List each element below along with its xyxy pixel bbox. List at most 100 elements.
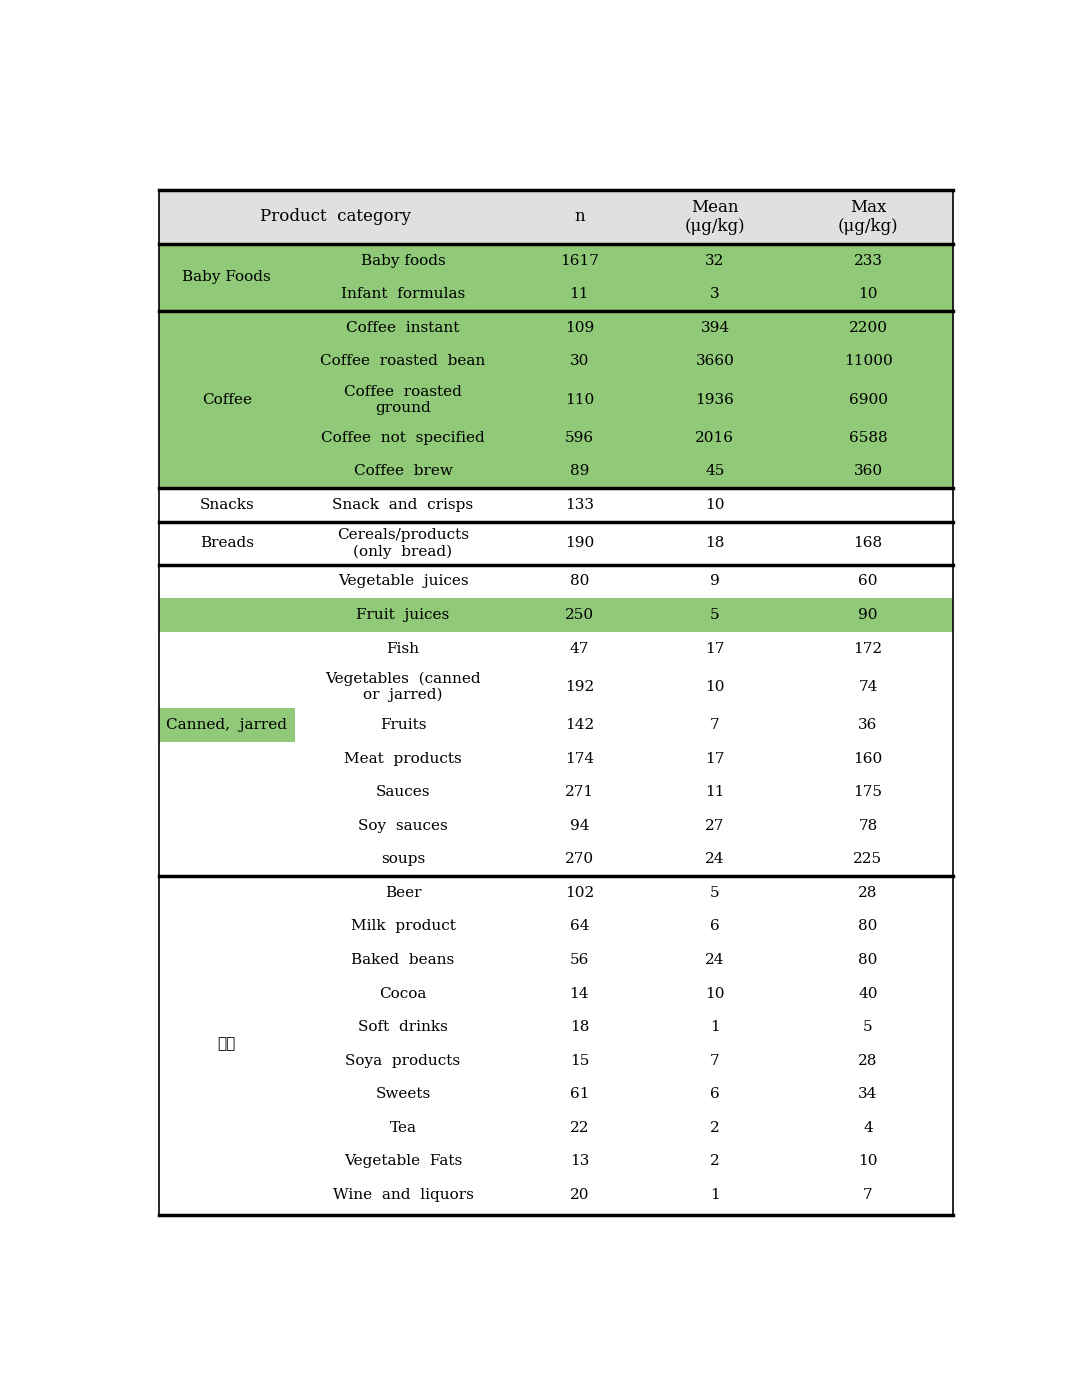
Text: Beer: Beer [385, 886, 421, 900]
Text: Infant  formulas: Infant formulas [341, 288, 465, 302]
Text: 110: 110 [564, 392, 593, 406]
Text: Soya  products: Soya products [345, 1054, 460, 1068]
Text: Breads: Breads [200, 537, 254, 551]
Bar [294, 1010, 954, 1045]
Text: 6588: 6588 [848, 431, 888, 445]
Text: 36: 36 [858, 718, 878, 732]
Bar [294, 1145, 954, 1178]
Text: 360: 360 [854, 465, 882, 479]
Bar [294, 1045, 954, 1078]
Bar [158, 1145, 294, 1178]
Text: 5: 5 [864, 1020, 872, 1034]
Bar [294, 775, 954, 810]
Text: Baby Foods: Baby Foods [182, 270, 271, 285]
Text: 160: 160 [854, 751, 882, 765]
Text: 27: 27 [705, 819, 725, 833]
Bar [158, 1078, 294, 1111]
Text: 22: 22 [570, 1121, 589, 1135]
Text: 142: 142 [564, 718, 593, 732]
Text: 18: 18 [705, 537, 725, 551]
Text: Meat  products: Meat products [344, 751, 462, 765]
Text: Vegetables  (canned
or  jarred): Vegetables (canned or jarred) [326, 672, 481, 702]
Bar [158, 741, 294, 775]
Bar [158, 976, 294, 1010]
Text: 6: 6 [710, 919, 719, 933]
Text: n: n [574, 209, 585, 225]
Bar [158, 421, 954, 455]
Text: Sauces: Sauces [375, 785, 431, 800]
Text: 3: 3 [710, 288, 719, 302]
Text: Coffee  brew: Coffee brew [354, 465, 452, 479]
Text: Soy  sauces: Soy sauces [358, 819, 448, 833]
Text: 5: 5 [710, 886, 719, 900]
Text: 1: 1 [710, 1020, 719, 1034]
Bar [158, 1111, 294, 1145]
Text: Snacks: Snacks [200, 498, 254, 512]
Bar [158, 810, 294, 843]
Text: 34: 34 [858, 1088, 878, 1102]
Bar [158, 565, 294, 598]
Bar [294, 810, 954, 843]
Text: Coffee  not  specified: Coffee not specified [321, 431, 485, 445]
Text: Coffee: Coffee [202, 392, 252, 406]
Text: 15: 15 [570, 1054, 589, 1068]
Text: 174: 174 [565, 751, 593, 765]
Text: 1617: 1617 [560, 253, 599, 267]
Bar [294, 1178, 954, 1212]
Text: 32: 32 [705, 253, 725, 267]
Text: 11000: 11000 [844, 355, 892, 369]
Text: 4: 4 [864, 1121, 872, 1135]
Text: 11: 11 [570, 288, 589, 302]
Text: Baby foods: Baby foods [360, 253, 445, 267]
Text: 80: 80 [858, 953, 878, 967]
Text: 7: 7 [864, 1188, 872, 1202]
Text: Fruits: Fruits [380, 718, 426, 732]
Text: 61: 61 [570, 1088, 589, 1102]
Text: 7: 7 [710, 1054, 719, 1068]
Text: Product  category: Product category [259, 209, 411, 225]
Text: 17: 17 [705, 751, 725, 765]
Bar [294, 943, 954, 976]
Text: 1: 1 [710, 1188, 719, 1202]
Bar [158, 522, 294, 565]
Text: 172: 172 [854, 641, 882, 655]
Text: 13: 13 [570, 1155, 589, 1168]
Text: 109: 109 [564, 321, 593, 335]
Text: Canned,  jarred: Canned, jarred [166, 718, 288, 732]
Text: 45: 45 [705, 465, 725, 479]
Text: 102: 102 [564, 886, 593, 900]
Bar [294, 741, 954, 775]
Bar [158, 843, 294, 876]
Text: Vegetable  juices: Vegetable juices [337, 574, 469, 588]
Text: 168: 168 [854, 537, 882, 551]
Text: 190: 190 [564, 537, 593, 551]
Text: 225: 225 [854, 853, 882, 867]
Text: 394: 394 [701, 321, 729, 335]
Text: 192: 192 [564, 680, 593, 694]
Bar [158, 1045, 294, 1078]
Text: 24: 24 [705, 953, 725, 967]
Text: 17: 17 [705, 641, 725, 655]
Text: 10: 10 [705, 986, 725, 1000]
Text: Tea: Tea [390, 1121, 417, 1135]
Text: Baked  beans: Baked beans [352, 953, 455, 967]
Text: 18: 18 [570, 1020, 589, 1034]
Bar [158, 488, 294, 522]
Bar [158, 312, 954, 345]
Text: Milk  product: Milk product [350, 919, 456, 933]
Text: Mean
(μg/kg): Mean (μg/kg) [685, 199, 745, 235]
Text: Sweets: Sweets [375, 1088, 431, 1102]
Text: 47: 47 [570, 641, 589, 655]
Text: 74: 74 [858, 680, 878, 694]
Bar [158, 598, 954, 632]
Text: 56: 56 [570, 953, 589, 967]
Text: 78: 78 [858, 819, 878, 833]
Text: Fish: Fish [386, 641, 420, 655]
Text: 89: 89 [570, 465, 589, 479]
Bar [158, 1010, 294, 1045]
Text: 10: 10 [858, 1155, 878, 1168]
Text: 6900: 6900 [848, 392, 888, 406]
Text: 1936: 1936 [695, 392, 735, 406]
Bar [158, 191, 954, 243]
Text: 233: 233 [854, 253, 882, 267]
